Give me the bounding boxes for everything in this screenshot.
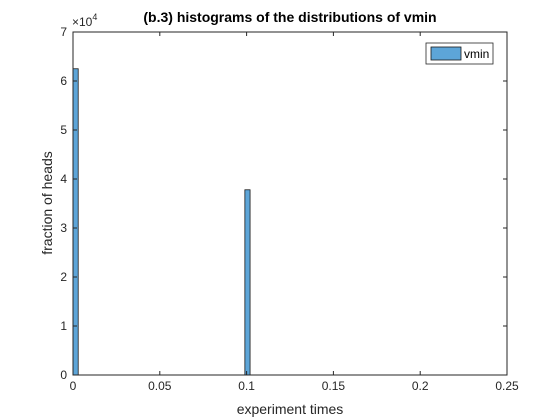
axes-box <box>72 31 508 376</box>
y-tick-label: 5 <box>60 123 67 137</box>
chart-title: (b.3) histograms of the distributions of… <box>143 9 436 25</box>
y-tick-label: 2 <box>60 270 67 284</box>
y-axis-label: fraction of heads <box>39 151 55 255</box>
y-tick-label: 6 <box>60 74 67 88</box>
x-tick-label: 0.15 <box>322 379 346 393</box>
ticks-layer: 0 0.05 0.1 0.15 0.2 0.25 0 1 2 3 4 5 6 7 <box>60 25 519 393</box>
x-tick-label: 0.2 <box>412 379 429 393</box>
y-tick-label: 4 <box>60 172 67 186</box>
y-tick-label: 7 <box>60 25 67 39</box>
x-tick-label: 0.25 <box>495 379 519 393</box>
plot-area <box>73 32 507 375</box>
histogram-bar-vmin-0 <box>72 68 79 376</box>
x-tick-label: 0.1 <box>238 379 255 393</box>
y-exponent-label: ×104 <box>72 12 97 29</box>
x-tick-label: 0 <box>70 379 77 393</box>
histogram-bar-vmin-1 <box>244 189 251 376</box>
x-tick-label: 0.05 <box>148 379 172 393</box>
y-tick-label: 0 <box>60 368 67 382</box>
y-tick-label: 1 <box>60 319 67 333</box>
y-tick-label: 3 <box>60 221 67 235</box>
y-exponent-base: ×10 <box>72 15 93 29</box>
legend-swatch <box>430 46 462 61</box>
legend[interactable]: vmin <box>425 42 494 65</box>
y-exponent-power: 4 <box>92 12 97 22</box>
legend-label-vmin: vmin <box>464 47 489 61</box>
x-axis-label: experiment times <box>237 401 344 417</box>
